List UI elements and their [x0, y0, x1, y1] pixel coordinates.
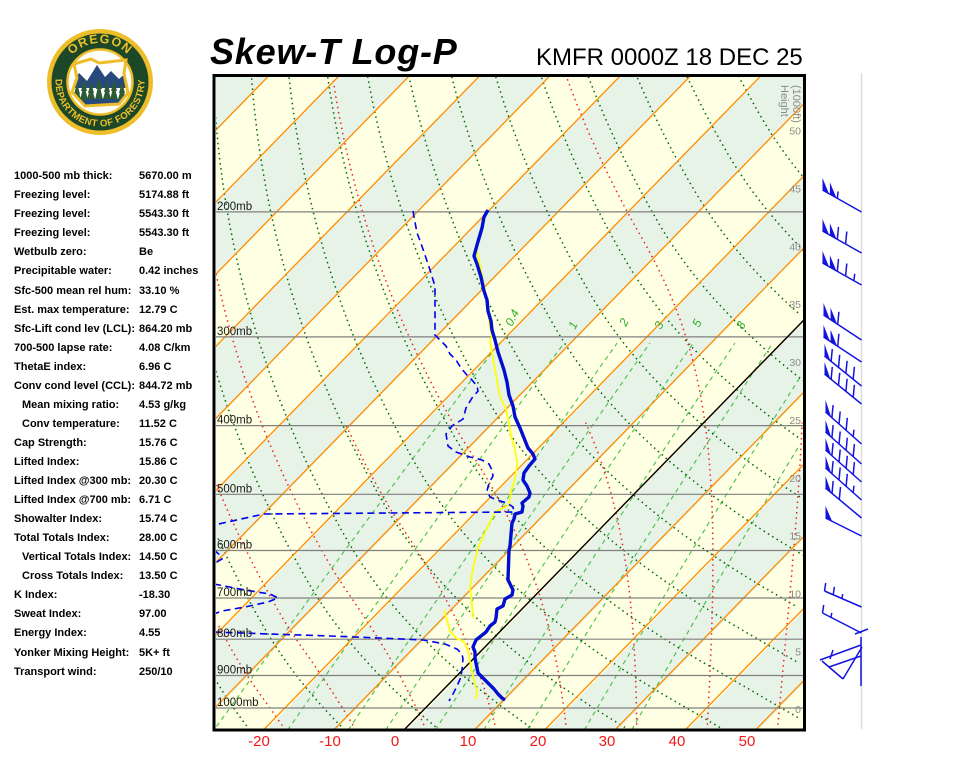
svg-text:400mb: 400mb	[217, 415, 252, 427]
svg-text:700mb: 700mb	[217, 587, 252, 599]
svg-text:30: 30	[599, 733, 616, 750]
svg-text:40: 40	[789, 241, 801, 253]
svg-text:45: 45	[789, 184, 801, 196]
svg-text:15: 15	[789, 531, 801, 543]
svg-text:0: 0	[391, 733, 399, 750]
svg-text:500mb: 500mb	[217, 483, 252, 495]
svg-text:-10: -10	[319, 733, 341, 750]
svg-text:10: 10	[460, 733, 477, 750]
svg-text:50: 50	[739, 733, 756, 750]
svg-text:20: 20	[789, 473, 801, 485]
svg-text:900mb: 900mb	[217, 665, 252, 677]
svg-text:600mb: 600mb	[217, 540, 252, 552]
svg-text:Height: Height	[778, 85, 790, 117]
svg-text:1000mb: 1000mb	[217, 697, 259, 709]
svg-text:30: 30	[789, 357, 801, 369]
svg-text:0: 0	[795, 704, 801, 716]
svg-text:300mb: 300mb	[217, 326, 252, 338]
svg-text:-20: -20	[248, 733, 270, 750]
svg-text:800mb: 800mb	[217, 628, 252, 640]
svg-text:(1000ft): (1000ft)	[790, 85, 802, 123]
svg-text:20: 20	[530, 733, 547, 750]
svg-text:40: 40	[669, 733, 686, 750]
svg-text:25: 25	[789, 415, 801, 427]
svg-text:5: 5	[795, 646, 801, 658]
svg-text:35: 35	[789, 299, 801, 311]
svg-text:10: 10	[789, 589, 801, 601]
svg-text:50: 50	[789, 126, 801, 138]
svg-text:200mb: 200mb	[217, 201, 252, 213]
svg-text:0.4: 0.4	[502, 307, 522, 329]
